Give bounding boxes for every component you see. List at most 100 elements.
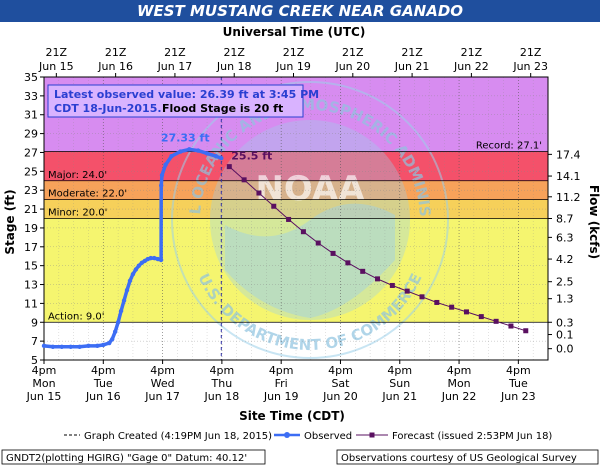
forecast-start-label: 25.5 ft bbox=[231, 150, 272, 163]
observed-point bbox=[59, 344, 64, 349]
y-tick-label: 31 bbox=[24, 109, 38, 122]
flow-tick-label: 1.3 bbox=[556, 293, 574, 306]
bottom-tick-date: Jun 19 bbox=[263, 390, 299, 403]
forecast-point bbox=[478, 314, 484, 320]
legend-observed-label: Observed bbox=[304, 431, 352, 442]
top-tick-date: Jun 18 bbox=[216, 60, 252, 73]
observed-point bbox=[136, 263, 142, 268]
forecast-point bbox=[434, 299, 440, 305]
threshold-lines: Record: 27.1' Major: 24.0' Moderate: 22.0'… bbox=[44, 77, 548, 360]
axes: 5 7 9 11 13 15 17 19 21 23 25 27 29 31 33 35 0.00.10.3 1.… bbox=[24, 46, 581, 403]
observed-point bbox=[219, 156, 224, 161]
y-tick-label: 7 bbox=[31, 335, 38, 348]
forecast-point bbox=[360, 268, 366, 274]
observed-point bbox=[109, 337, 115, 342]
top-tick-label: 21Z bbox=[164, 46, 186, 59]
y-axis-right-title: Flow (kcfs) bbox=[587, 185, 600, 259]
forecast-point bbox=[300, 229, 306, 235]
bottom-tick-day: Fri bbox=[275, 377, 288, 390]
flow-tick-label: 14.1 bbox=[556, 170, 581, 183]
observed-point bbox=[158, 183, 164, 188]
observed-point bbox=[112, 329, 118, 334]
top-tick-label: 21Z bbox=[105, 46, 127, 59]
bottom-tick-label: 4pm bbox=[32, 364, 57, 377]
top-tick-label: 21Z bbox=[46, 46, 68, 59]
top-tick-date: Jun 17 bbox=[157, 60, 193, 73]
observed-point bbox=[68, 344, 73, 349]
observed-point bbox=[101, 342, 106, 348]
observed-point bbox=[159, 172, 165, 178]
bottom-tick-label: 4pm bbox=[269, 364, 294, 377]
bottom-tick-date: Jun 18 bbox=[204, 390, 240, 403]
top-tick-date: Jun 15 bbox=[38, 60, 74, 73]
top-axis-title: Universal Time (UTC) bbox=[223, 25, 366, 39]
observed-point bbox=[121, 298, 127, 303]
y-tick-label: 13 bbox=[24, 279, 38, 292]
forecast-point bbox=[256, 190, 262, 196]
bottom-tick-label: 4pm bbox=[150, 364, 175, 377]
bottom-axis-title: Site Time (CDT) bbox=[239, 409, 345, 423]
observed-point bbox=[213, 154, 219, 159]
bottom-tick-day: Mon bbox=[32, 377, 55, 390]
legend-observed-marker bbox=[284, 432, 290, 438]
forecast-point bbox=[375, 276, 381, 282]
legend-graph-created-label: Graph Created (4:19PM Jun 18, 2015) bbox=[84, 431, 272, 442]
top-tick-label: 21Z bbox=[520, 46, 542, 59]
bottom-tick-label: 4pm bbox=[91, 364, 116, 377]
flow-tick-label: 0.0 bbox=[556, 343, 574, 356]
zone-major bbox=[44, 151, 548, 181]
y-tick-label: 23 bbox=[24, 184, 38, 197]
y-tick-label: 27 bbox=[24, 146, 38, 159]
top-tick-label: 21Z bbox=[342, 46, 364, 59]
info-box: Latest observed value: 26.39 ft at 3:45 … bbox=[47, 84, 319, 118]
observed-point bbox=[204, 151, 210, 156]
threshold-label: Minor: 20.0' bbox=[48, 208, 107, 219]
flow-tick-label: 8.7 bbox=[556, 213, 574, 226]
observed-point bbox=[178, 149, 183, 154]
bottom-tick-day: Tue bbox=[508, 377, 528, 390]
info-box-line2b: Flood Stage is 20 ft bbox=[162, 102, 283, 115]
forecast-point bbox=[508, 323, 514, 329]
threshold-label: Moderate: 22.0' bbox=[48, 189, 127, 200]
observed-point bbox=[148, 255, 153, 261]
y-tick-label: 35 bbox=[24, 71, 38, 84]
footer-left: GNDT2(plotting HGIRG) "Gage 0" Datum: 40… bbox=[6, 453, 247, 464]
top-tick-label: 21Z bbox=[401, 46, 423, 59]
forecast-point bbox=[330, 250, 336, 256]
forecast-point bbox=[449, 304, 455, 310]
y-tick-label: 25 bbox=[24, 165, 38, 178]
bottom-tick-day: Tue bbox=[93, 377, 113, 390]
observed-point bbox=[115, 320, 121, 325]
forecast-point bbox=[315, 240, 321, 246]
flow-tick-label: 17.4 bbox=[556, 148, 581, 161]
y-tick-label: 21 bbox=[24, 203, 38, 216]
observed-point bbox=[118, 308, 124, 314]
title-bar bbox=[0, 0, 600, 22]
threshold-label: Major: 24.0' bbox=[48, 170, 107, 181]
top-tick-date: Jun 23 bbox=[512, 60, 548, 73]
threshold-label: Action: 9.0' bbox=[48, 311, 105, 322]
bottom-tick-date: Jun 16 bbox=[85, 390, 121, 403]
stage-zones bbox=[44, 77, 548, 360]
forecast-point bbox=[271, 203, 277, 209]
top-tick-label: 21Z bbox=[461, 46, 483, 59]
top-tick-date: Jun 16 bbox=[97, 60, 133, 73]
forecast-point bbox=[493, 318, 499, 324]
legend: Graph Created (4:19PM Jun 18, 2015) Obse… bbox=[64, 431, 552, 442]
top-tick-date: Jun 22 bbox=[453, 60, 489, 73]
observed-point bbox=[77, 344, 82, 349]
bottom-tick-date: Jun 17 bbox=[144, 390, 180, 403]
flow-tick-label: 0.1 bbox=[556, 329, 574, 342]
forecast-point bbox=[404, 288, 410, 294]
bottom-tick-date: Jun 20 bbox=[322, 390, 358, 403]
crest-label: 27.33 ft bbox=[161, 131, 210, 144]
y-tick-label: 33 bbox=[24, 90, 38, 103]
y-tick-label: 19 bbox=[24, 222, 38, 235]
observed-point bbox=[107, 340, 112, 346]
top-tick-date: Jun 19 bbox=[275, 60, 311, 73]
bottom-tick-label: 4pm bbox=[328, 364, 353, 377]
y-tick-label: 11 bbox=[24, 297, 38, 310]
bottom-tick-day: Sat bbox=[331, 377, 350, 390]
footer-right-box bbox=[336, 449, 599, 465]
